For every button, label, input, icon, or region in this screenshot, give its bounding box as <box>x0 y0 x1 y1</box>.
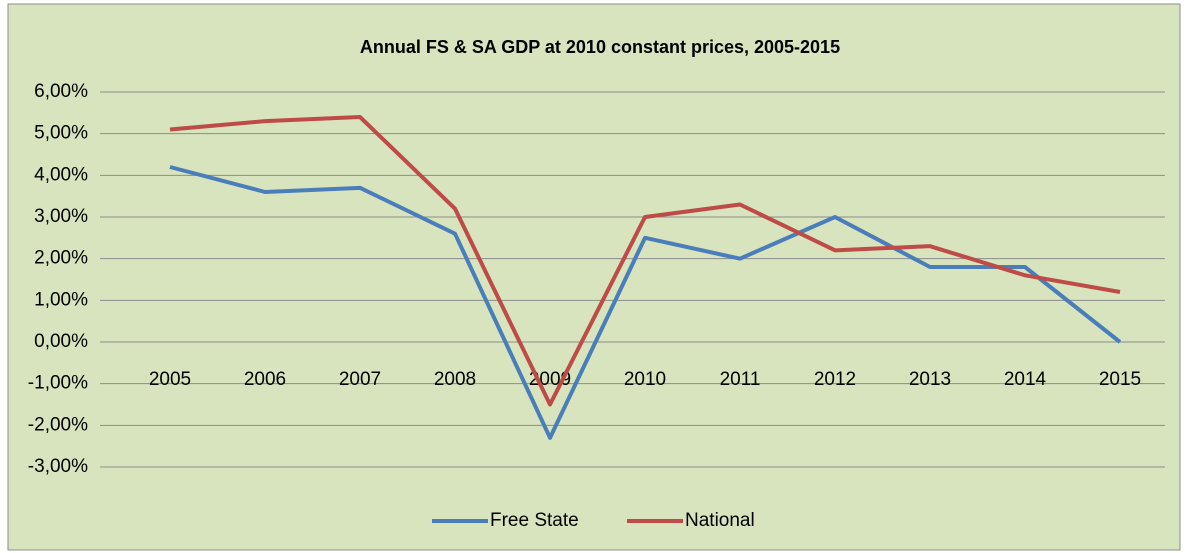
y-tick-label: -2,00% <box>28 414 88 435</box>
x-tick-label: 2008 <box>434 369 476 390</box>
chart-title: Annual FS & SA GDP at 2010 constant pric… <box>360 37 840 57</box>
y-tick-label: 4,00% <box>34 164 88 185</box>
x-tick-label: 2005 <box>149 369 191 390</box>
y-tick-label: 5,00% <box>34 123 88 144</box>
x-tick-label: 2007 <box>339 369 381 390</box>
x-tick-label: 2013 <box>909 369 951 390</box>
line-series <box>169 165 1122 440</box>
x-tick-label: 2014 <box>1004 369 1047 390</box>
y-tick-label: 3,00% <box>34 206 88 227</box>
y-tick-label: 1,00% <box>34 289 88 310</box>
x-tick-label: 2015 <box>1099 369 1141 390</box>
y-tick-label: 0,00% <box>34 331 88 352</box>
chart-background <box>7 3 1181 551</box>
y-tick-label: 6,00% <box>34 81 88 102</box>
y-tick-label: -3,00% <box>28 456 88 477</box>
y-tick-label: -1,00% <box>28 373 88 394</box>
y-tick-label: 2,00% <box>34 248 88 269</box>
x-tick-label: 2012 <box>814 369 856 390</box>
line-series <box>169 115 1121 407</box>
legend-label: National <box>685 510 755 531</box>
x-tick-label: 2010 <box>624 369 666 390</box>
x-tick-label: 2006 <box>244 369 286 390</box>
legend-label: Free State <box>490 510 579 531</box>
x-tick-label: 2011 <box>720 369 761 390</box>
